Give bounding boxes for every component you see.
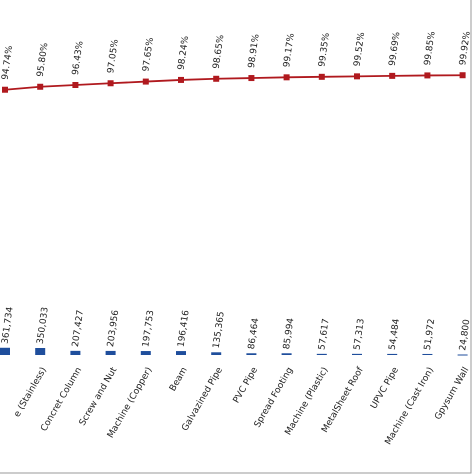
- bar: [387, 353, 398, 355]
- bar-value-label: 196,416: [177, 309, 192, 348]
- line-marker: [389, 72, 396, 79]
- line-value-label: 99.52%: [353, 31, 368, 67]
- line-value-label: 97.65%: [141, 37, 156, 73]
- bar: [352, 353, 362, 355]
- bar: [422, 353, 433, 355]
- bar-value-label: 57,313: [353, 318, 367, 351]
- x-tick-label: e (Stainless): [12, 366, 49, 419]
- line-marker: [142, 78, 149, 85]
- line-marker: [318, 73, 325, 80]
- bar: [246, 353, 257, 355]
- line-marker: [37, 83, 44, 90]
- line-marker: [107, 80, 114, 87]
- line-marker: [354, 73, 360, 80]
- line-marker: [459, 72, 466, 79]
- line-marker: [248, 75, 255, 82]
- bar-value-label: 24,800: [458, 318, 472, 351]
- bar-value-label: 85,994: [282, 317, 296, 350]
- bar-value-label: 135,365: [212, 311, 227, 349]
- line-value-label: 94.74%: [1, 45, 16, 81]
- bar-value-label: 86,464: [247, 317, 261, 350]
- bar-value-label: 54,484: [388, 318, 402, 351]
- bar-value-label: 197,753: [141, 310, 156, 348]
- line-marker: [424, 72, 431, 79]
- line-value-label: 97.05%: [106, 38, 121, 74]
- bar-value-label: 350,033: [36, 307, 51, 345]
- x-tick-label: Gpysum Wall: [433, 366, 471, 422]
- bar: [211, 352, 222, 355]
- line-value-label: 98.91%: [247, 33, 262, 69]
- line-value-label: 99.85%: [423, 30, 438, 66]
- x-tick-label: Spread Footing: [253, 366, 296, 430]
- line-value-label: 98.24%: [177, 35, 192, 71]
- bar-value-label: 51,972: [423, 318, 437, 351]
- x-tick-label: Screw and Nut: [78, 365, 120, 427]
- line-value-label: 99.92%: [458, 30, 473, 66]
- line-value-label: 95.80%: [36, 42, 51, 78]
- line-value-label: 99.69%: [388, 31, 403, 67]
- line-marker: [72, 81, 79, 88]
- bar: [316, 353, 327, 355]
- x-tick-label: Beam: [168, 366, 190, 394]
- x-tick-label: Galvazined Pipe: [180, 365, 225, 433]
- bar: [176, 351, 186, 355]
- line-value-label: 99.35%: [317, 32, 332, 68]
- bar: [0, 347, 10, 355]
- line-value-label: 96.43%: [71, 40, 86, 76]
- x-tick-label: UPVC Pipe: [369, 365, 401, 410]
- bar: [105, 350, 116, 355]
- line-marker: [213, 75, 220, 82]
- line-marker: [178, 76, 184, 83]
- bar-value-label: 361,734: [1, 306, 16, 345]
- line-value-label: 98.65%: [212, 34, 227, 70]
- bar-value-label: 203,956: [106, 309, 121, 348]
- cumulative-line: [4, 74, 463, 91]
- bar: [35, 347, 46, 355]
- bar: [70, 350, 81, 355]
- x-tick-label: PVC Pipe: [232, 365, 261, 405]
- line-marker: [283, 74, 290, 81]
- bar: [281, 353, 292, 355]
- line-marker: [2, 86, 8, 93]
- bar: [140, 351, 151, 355]
- bar-value-label: 57,617: [317, 318, 331, 351]
- bar-value-label: 207,427: [71, 309, 86, 347]
- bar: [457, 354, 468, 356]
- line-value-label: 99.17%: [282, 32, 297, 68]
